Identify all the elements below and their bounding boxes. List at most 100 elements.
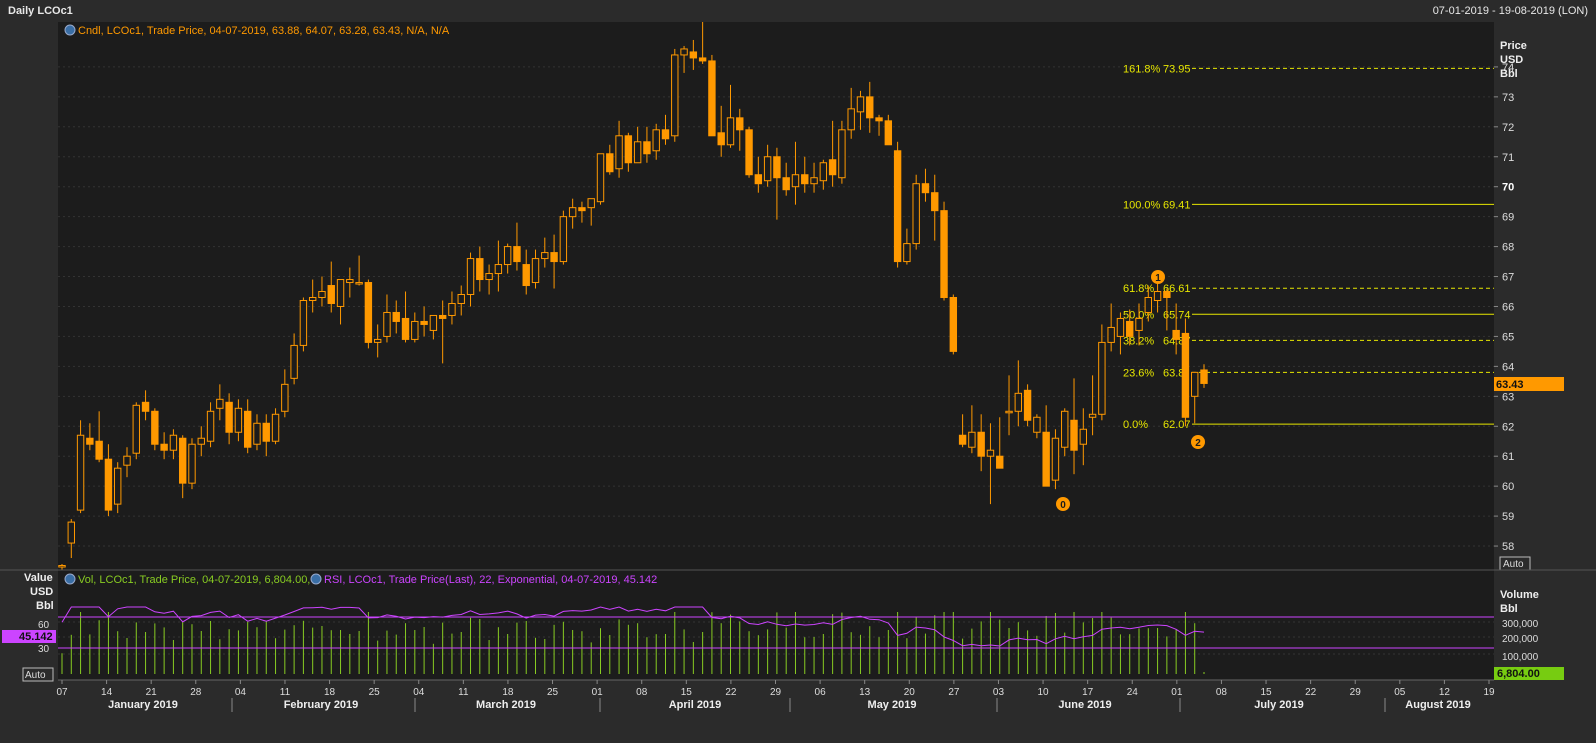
candle-body <box>141 401 150 412</box>
candle-body <box>754 174 763 185</box>
candle-body <box>401 317 410 340</box>
candle-body <box>801 174 809 185</box>
price-auto-label[interactable]: Auto <box>1503 559 1524 570</box>
lower-auto-label[interactable]: Auto <box>25 670 46 681</box>
candle-body <box>866 96 874 119</box>
candle-body <box>596 153 605 203</box>
price-tick-label: 65 <box>1502 331 1514 343</box>
candle-body <box>373 338 382 343</box>
price-tick-label: 73 <box>1502 92 1514 104</box>
price-plot-area[interactable] <box>58 22 1494 582</box>
volume-bars[interactable] <box>61 612 1205 674</box>
wave-marker <box>1151 270 1165 284</box>
candle-body <box>67 521 75 544</box>
candle-body <box>271 413 280 442</box>
x-tick-label: 18 <box>502 687 514 698</box>
candle-body <box>169 434 178 451</box>
price-tick-label: 71 <box>1502 152 1514 164</box>
price-axis-title-2: USD <box>1500 54 1523 66</box>
vol-legend-icon[interactable] <box>64 573 76 585</box>
candlestick-series[interactable] <box>58 22 1208 570</box>
lower-auto-button[interactable] <box>22 667 54 682</box>
volume-tick-200k: 200,000 <box>1502 634 1539 645</box>
candle-body <box>903 243 911 263</box>
fib-value-label: 65.74 <box>1163 309 1191 321</box>
legend-toggle-icon[interactable] <box>64 24 76 36</box>
chart-canvas[interactable]: 58 59 60 61 62 63 64 65 66 67 68 69 70 71 72 73 74 161.8… <box>0 22 1596 743</box>
candle-body <box>253 422 261 445</box>
candle-body <box>1070 419 1078 451</box>
fib-pct-label: 61.8% <box>1123 283 1154 295</box>
candle-body <box>1079 428 1088 445</box>
volume-value: 6,804.00 <box>1497 668 1540 680</box>
candle-body <box>875 117 883 122</box>
x-tick-label: 11 <box>280 687 291 698</box>
month-label: August 2019 <box>1405 699 1470 711</box>
candle-body <box>550 252 558 263</box>
price-tick-label: 61 <box>1502 451 1514 463</box>
candle-body <box>921 183 930 194</box>
volume-value-badge <box>1494 667 1564 680</box>
candle-body <box>578 207 586 212</box>
price-tick-label: 72 <box>1502 122 1514 134</box>
candle-body <box>736 117 744 131</box>
candle-body <box>513 246 521 263</box>
price-y-axis: 58 59 60 61 62 63 64 65 66 67 68 69 70 71 72 73 74 <box>1494 62 1514 553</box>
rsi-value: 45.142 <box>19 631 53 643</box>
candle-body <box>977 431 985 457</box>
x-tick-label: 20 <box>904 687 916 698</box>
candle-body <box>86 437 94 445</box>
x-tick-label: 04 <box>413 687 425 698</box>
month-label: June 2019 <box>1058 699 1111 711</box>
candle-body <box>763 156 772 182</box>
x-tick-label: 25 <box>547 687 559 698</box>
date-range[interactable]: 07-01-2019 - 19-08-2019 (LON) <box>1432 5 1588 17</box>
wave-marker <box>1191 435 1205 449</box>
candle-body <box>494 264 503 275</box>
candle-body <box>281 383 289 412</box>
rsi-line[interactable] <box>61 606 1205 647</box>
x-tick-label: 05 <box>1394 687 1406 698</box>
fib-value-label: 69.41 <box>1163 199 1191 211</box>
candle-body <box>411 320 419 340</box>
candle-body <box>1005 410 1013 414</box>
candle-body <box>828 159 837 176</box>
rsi-value-badge <box>2 630 56 643</box>
candle-body <box>429 314 438 331</box>
lower-left-title-1: Value <box>24 572 53 584</box>
x-tick-label: 03 <box>993 687 1005 698</box>
rsi-legend-icon[interactable] <box>310 573 322 585</box>
volume-tick-100k: 100,000 <box>1502 652 1539 663</box>
price-axis-title-1: Price <box>1500 40 1527 52</box>
candle-body <box>216 398 224 409</box>
candle-body <box>1200 369 1208 384</box>
fib-pct-label: 0.0% <box>1123 419 1148 431</box>
x-tick-label: 15 <box>681 687 693 698</box>
lower-plot-area[interactable] <box>58 572 1494 680</box>
candle-body <box>123 455 131 466</box>
candle-body <box>206 410 215 442</box>
candle-body <box>912 183 920 245</box>
candle-body <box>327 285 335 304</box>
x-tick-label: 15 <box>1260 687 1272 698</box>
fib-pct-label: 100.0% <box>1123 199 1161 211</box>
price-tick-label: 62 <box>1502 421 1514 433</box>
x-tick-label: 24 <box>1127 687 1139 698</box>
x-tick-label: 13 <box>859 687 871 698</box>
month-label: July 2019 <box>1254 699 1304 711</box>
candle-body <box>856 96 865 113</box>
candle-body <box>457 294 465 304</box>
candle-body <box>58 565 66 568</box>
candle-body <box>234 407 243 433</box>
candle-body <box>1163 291 1171 298</box>
fib-value-label: 63.8 <box>1163 367 1184 379</box>
candle-body <box>671 54 679 137</box>
rsi-tick-30: 30 <box>38 644 50 655</box>
candle-body <box>708 60 716 137</box>
price-tick-label: 70 <box>1502 182 1514 194</box>
x-tick-label: 19 <box>1483 687 1495 698</box>
x-tick-label: 04 <box>235 687 247 698</box>
x-tick-label: 01 <box>592 687 604 698</box>
vol-legend: Vol, LCOc1, Trade Price, 04-07-2019, 6,8… <box>78 574 310 586</box>
candle-body <box>745 129 753 176</box>
